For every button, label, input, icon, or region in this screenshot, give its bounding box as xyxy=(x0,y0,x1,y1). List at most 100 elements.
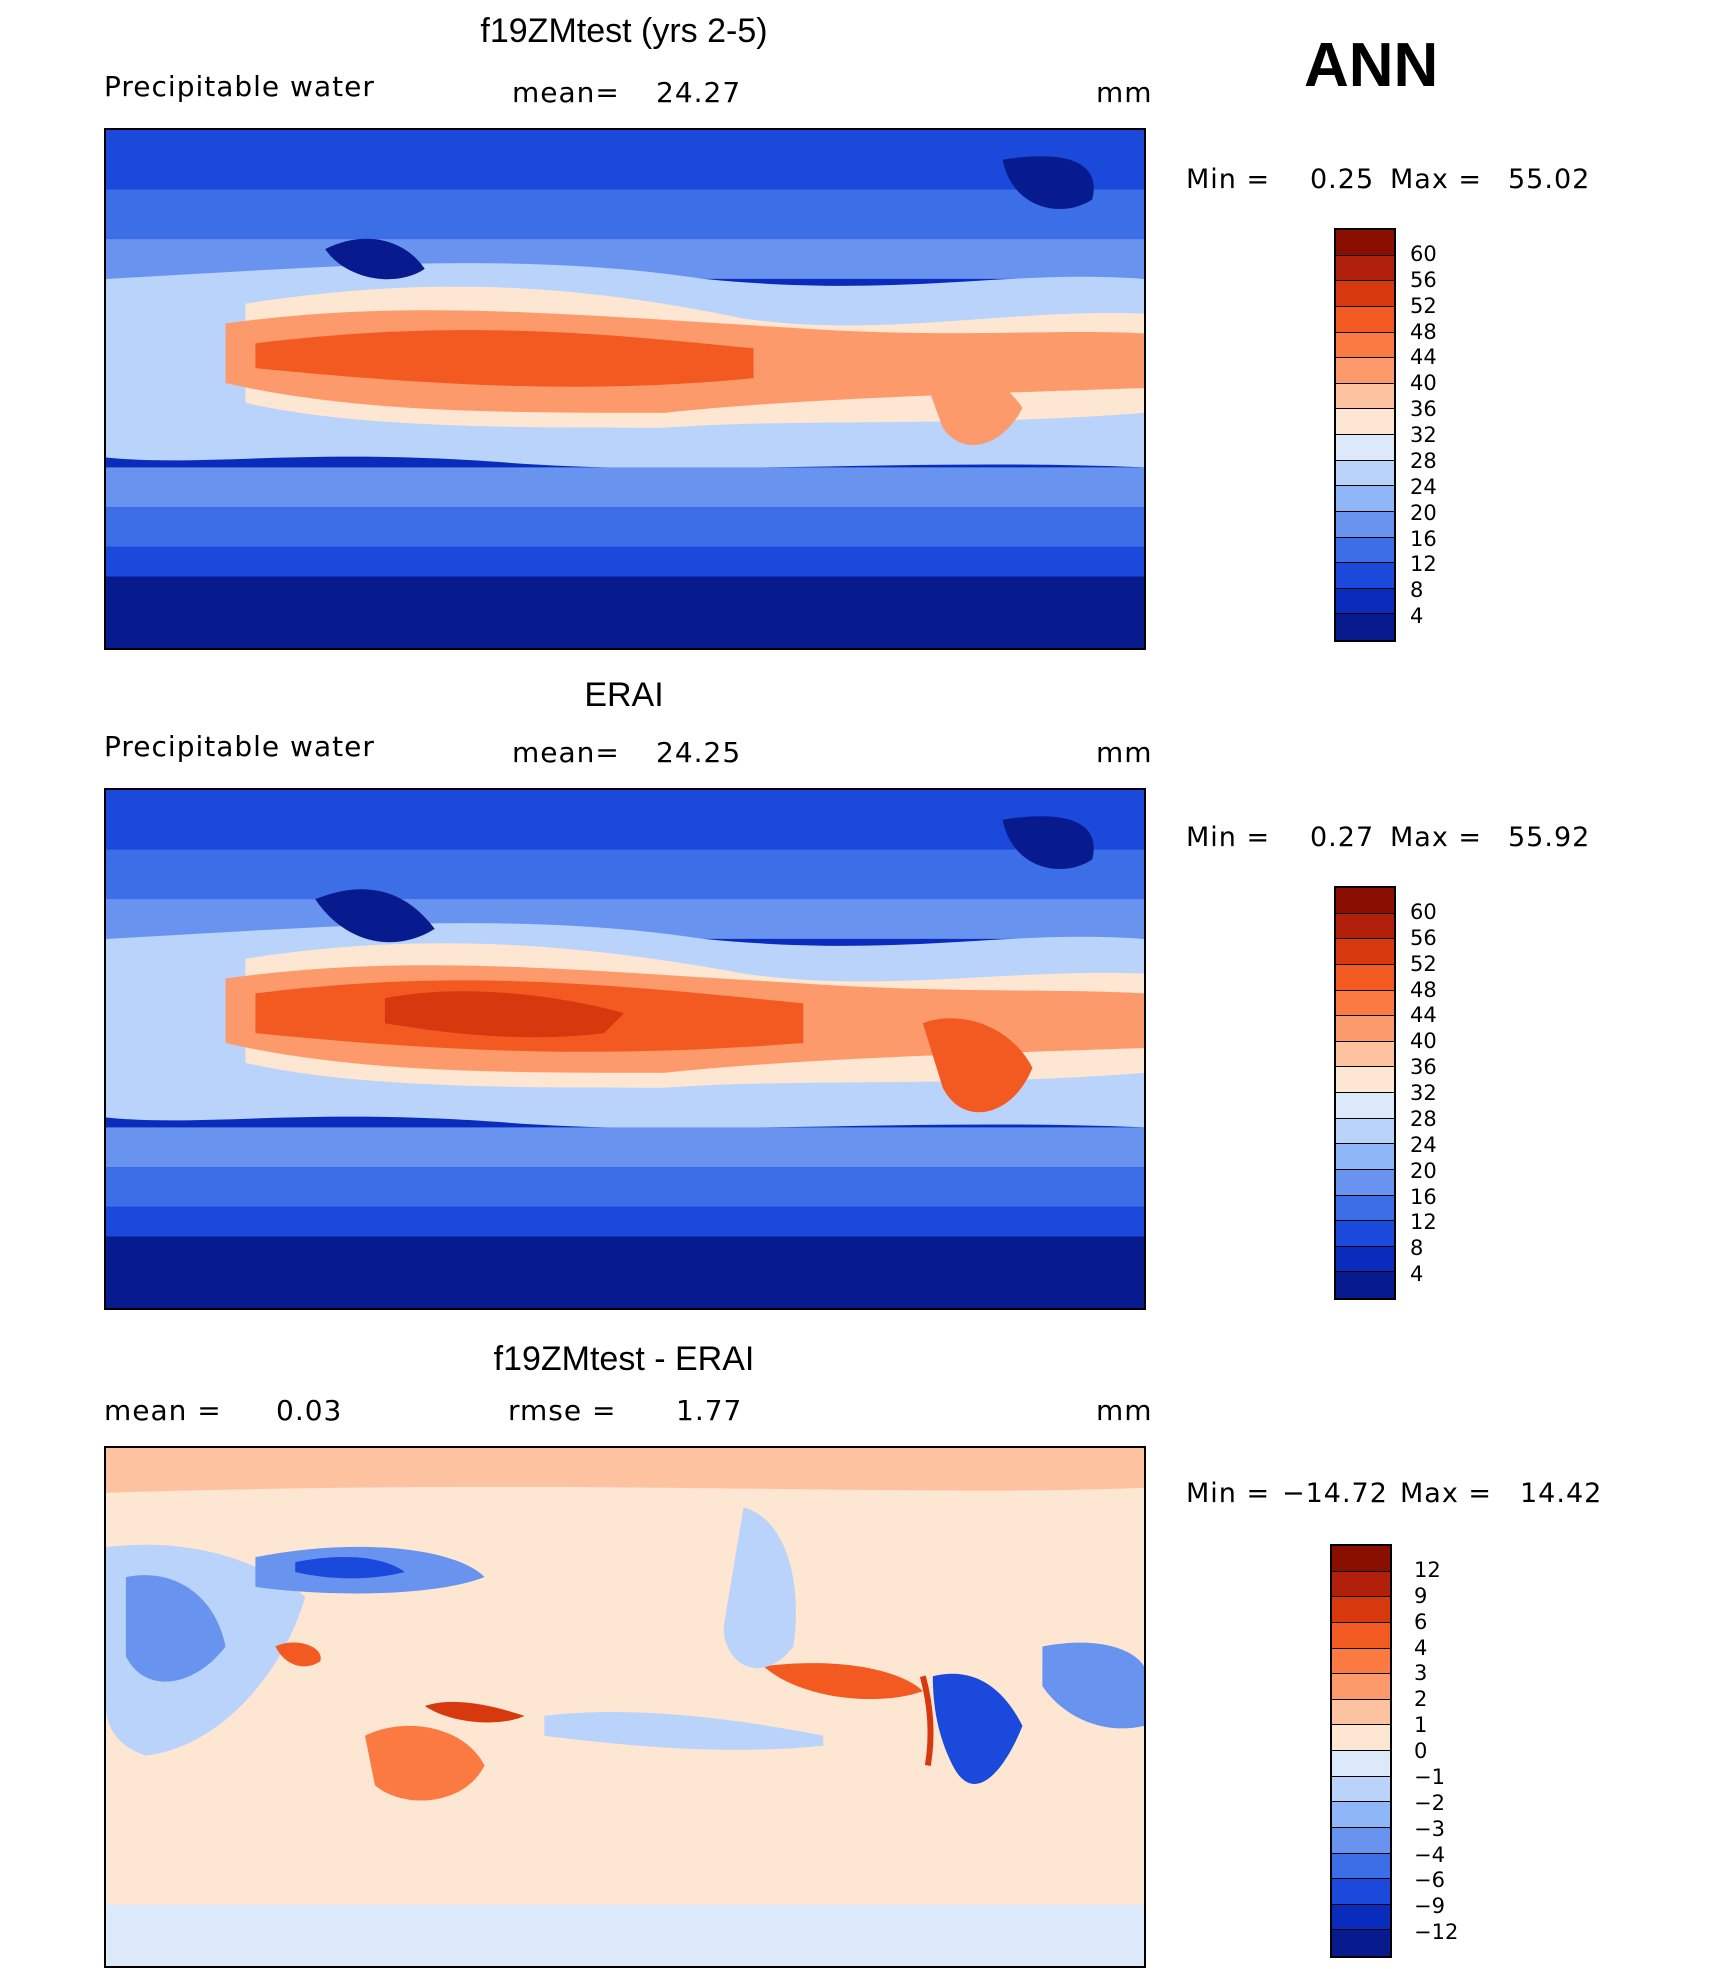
colorbar-swatch xyxy=(1332,1725,1390,1751)
colorbar-tick-label: 56 xyxy=(1410,267,1437,292)
colorbar-obs xyxy=(1334,886,1396,1300)
colorbar-swatch xyxy=(1336,888,1394,914)
rmse-label-diff: rmse = xyxy=(508,1394,617,1427)
colorbar-swatch xyxy=(1332,1699,1390,1726)
colorbar-tick-label: 44 xyxy=(1410,345,1437,370)
colorbar-tick-label: 28 xyxy=(1410,1106,1437,1131)
colorbar-swatch xyxy=(1336,537,1394,564)
colorbar-swatch xyxy=(1336,306,1394,333)
colorbar-tick-label: 52 xyxy=(1410,293,1437,318)
map-diff xyxy=(104,1446,1146,1968)
colorbar-tick-label: 40 xyxy=(1410,1029,1437,1054)
colorbar-swatch xyxy=(1336,230,1394,256)
colorbar-swatch xyxy=(1336,1272,1394,1298)
colorbar-tick-label: 56 xyxy=(1410,925,1437,950)
colorbar-model xyxy=(1334,228,1396,642)
colorbar-swatch xyxy=(1332,1776,1390,1803)
colorbar-swatch xyxy=(1332,1879,1390,1905)
colorbar-swatch xyxy=(1336,1221,1394,1247)
colorbar-swatch xyxy=(1336,913,1394,940)
colorbar-swatch xyxy=(1336,255,1394,282)
variable-label-obs: Precipitable water xyxy=(104,730,375,763)
colorbar-tick-label: 12 xyxy=(1414,1557,1441,1582)
colorbar-tick-label: 40 xyxy=(1410,371,1437,396)
map-obs xyxy=(104,788,1146,1310)
colorbar-swatch xyxy=(1332,1597,1390,1623)
colorbar-swatch xyxy=(1336,1144,1394,1170)
mean-label-diff: mean = xyxy=(104,1394,222,1427)
colorbar-swatch xyxy=(1336,1016,1394,1042)
colorbar-tick-label: −6 xyxy=(1414,1868,1445,1893)
mean-value-diff: 0.03 xyxy=(276,1394,343,1427)
colorbar-tick-label: 2 xyxy=(1414,1687,1428,1712)
colorbar-tick-label: 9 xyxy=(1414,1583,1428,1608)
units-label-obs: mm xyxy=(1096,736,1153,769)
map-model xyxy=(104,128,1146,650)
colorbar-swatch xyxy=(1332,1827,1390,1854)
colorbar-tick-label: 12 xyxy=(1410,1210,1437,1235)
colorbar-tick-label: −4 xyxy=(1414,1842,1445,1867)
colorbar-swatch xyxy=(1336,1118,1394,1145)
units-label-model: mm xyxy=(1096,76,1153,109)
colorbar-tick-label: 6 xyxy=(1414,1609,1428,1634)
colorbar-tick-label: 52 xyxy=(1410,951,1437,976)
colorbar-tick-label: 24 xyxy=(1410,474,1437,499)
colorbar-swatch xyxy=(1332,1648,1390,1675)
colorbar-tick-label: 4 xyxy=(1410,1262,1424,1287)
colorbar-swatch xyxy=(1332,1904,1390,1931)
min-label-model: Min = xyxy=(1186,164,1271,195)
colorbar-swatch xyxy=(1336,1067,1394,1093)
colorbar-tick-label: 0 xyxy=(1414,1739,1428,1763)
colorbar-tick-label: 4 xyxy=(1414,1635,1428,1660)
colorbar-swatch xyxy=(1332,1853,1390,1880)
panel-title-model: f19ZMtest (yrs 2-5) xyxy=(480,12,768,50)
colorbar-swatch xyxy=(1332,1546,1390,1572)
colorbar-tick-label: 8 xyxy=(1410,578,1424,603)
colorbar-tick-label: 28 xyxy=(1410,448,1437,473)
min-label-diff: Min = xyxy=(1186,1478,1271,1509)
colorbar-swatch xyxy=(1336,358,1394,384)
colorbar-swatch xyxy=(1336,614,1394,640)
colorbar-tick-label: −1 xyxy=(1414,1764,1445,1789)
colorbar-tick-label: 8 xyxy=(1410,1236,1424,1261)
colorbar-tick-label: −12 xyxy=(1414,1920,1459,1945)
colorbar-tick-label: 24 xyxy=(1410,1132,1437,1157)
colorbar-swatch xyxy=(1332,1930,1390,1956)
colorbar-tick-label: −2 xyxy=(1414,1790,1445,1815)
colorbar-tick-label: 12 xyxy=(1410,552,1437,577)
colorbar-swatch xyxy=(1332,1622,1390,1649)
colorbar-swatch xyxy=(1336,460,1394,487)
max-value-model: 55.02 xyxy=(1508,164,1591,195)
max-value-diff: 14.42 xyxy=(1520,1478,1603,1509)
colorbar-swatch xyxy=(1336,486,1394,512)
colorbar-swatch xyxy=(1336,1169,1394,1196)
colorbar-tick-label: 36 xyxy=(1410,1055,1437,1080)
colorbar-swatch xyxy=(1336,435,1394,461)
colorbar-swatch xyxy=(1336,1041,1394,1068)
min-label-obs: Min = xyxy=(1186,822,1271,853)
colorbar-swatch xyxy=(1336,409,1394,435)
colorbar-tick-label: 48 xyxy=(1410,977,1437,1002)
colorbar-swatch xyxy=(1332,1571,1390,1598)
colorbar-swatch xyxy=(1336,588,1394,615)
colorbar-swatch xyxy=(1336,990,1394,1017)
colorbar-swatch xyxy=(1336,332,1394,359)
mean-label-model: mean= xyxy=(512,76,620,109)
colorbar-tick-label: 3 xyxy=(1414,1661,1428,1686)
colorbar-swatch xyxy=(1336,383,1394,410)
colorbar-tick-label: 20 xyxy=(1410,1158,1437,1183)
mean-label-obs: mean= xyxy=(512,736,620,769)
colorbar-swatch xyxy=(1336,1093,1394,1119)
variable-label-model: Precipitable water xyxy=(104,70,375,103)
colorbar-swatch xyxy=(1336,281,1394,307)
colorbar-swatch xyxy=(1336,511,1394,538)
colorbar-tick-label: 44 xyxy=(1410,1003,1437,1028)
colorbar-tick-label: 16 xyxy=(1410,1184,1437,1209)
season-label: ANN xyxy=(1304,31,1439,100)
min-value-model: 0.25 xyxy=(1310,164,1375,195)
colorbar-tick-label: 60 xyxy=(1410,241,1437,266)
colorbar-tick-label: 4 xyxy=(1410,604,1424,629)
colorbar-tick-label: 32 xyxy=(1410,1081,1437,1105)
mean-value-model: 24.27 xyxy=(656,76,742,109)
colorbar-tick-label: 1 xyxy=(1414,1713,1428,1738)
